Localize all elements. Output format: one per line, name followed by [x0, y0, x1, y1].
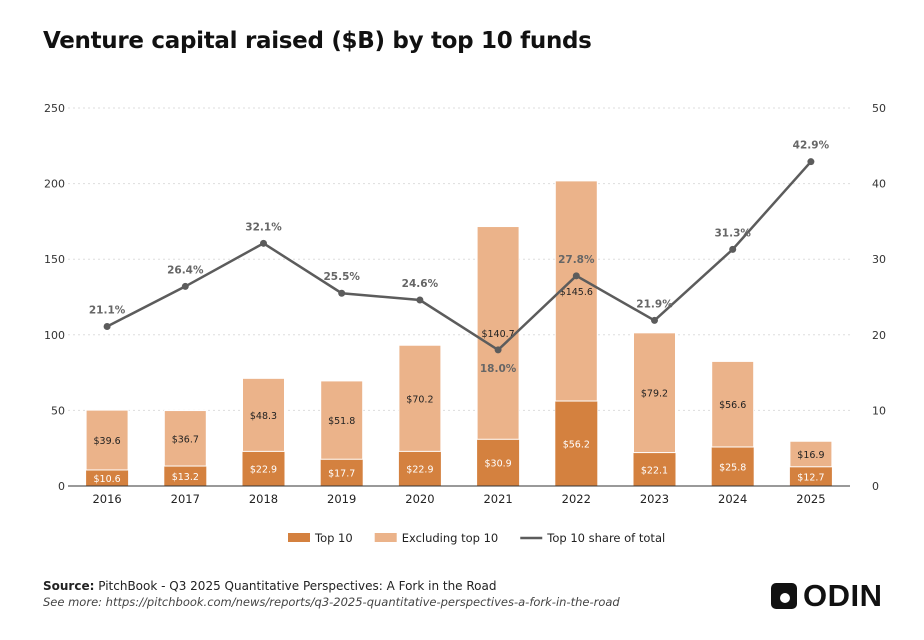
- share-label: 26.4%: [167, 264, 204, 276]
- bar-label-top10: $22.9: [406, 465, 433, 476]
- bar-excluding-top10: [554, 180, 598, 402]
- bar-top10: [477, 439, 520, 486]
- y2-tick-label: 40: [872, 178, 886, 191]
- share-line: [106, 160, 812, 352]
- x-tick-label: 2016: [92, 492, 121, 506]
- y-tick-label: 50: [51, 404, 65, 417]
- bar-label-excluding: $48.3: [250, 411, 277, 422]
- bar-top10: [789, 466, 832, 486]
- bar-label-top10: $22.9: [250, 465, 277, 476]
- y-tick-label: 0: [58, 480, 65, 493]
- x-tick-label: 2019: [327, 492, 356, 506]
- share-label: 18.0%: [480, 363, 517, 375]
- x-tick-label: 2018: [249, 492, 278, 506]
- share-point: [103, 322, 111, 330]
- x-tick-label: 2017: [171, 492, 200, 506]
- share-label: 31.3%: [714, 227, 751, 239]
- bar-top10: [711, 446, 754, 486]
- bar-label-excluding: $56.6: [719, 400, 746, 411]
- x-tick-label: 2022: [562, 492, 591, 506]
- y2-tick-label: 10: [872, 404, 886, 417]
- source-line: Source: PitchBook - Q3 2025 Quantitative…: [43, 579, 496, 593]
- bar-label-top10: $56.2: [563, 440, 590, 451]
- bar-top10: [164, 466, 207, 486]
- source-label: Source:: [43, 579, 95, 593]
- see-more-link[interactable]: See more: https://pitchbook.com/news/rep…: [43, 595, 620, 609]
- share-label: 42.9%: [793, 140, 830, 152]
- share-label: 27.8%: [558, 254, 595, 266]
- odin-logo: ODIN: [771, 578, 883, 614]
- bar-label-top10: $10.6: [93, 474, 120, 485]
- bar-excluding-top10: [476, 226, 520, 440]
- odin-logo-icon: [771, 583, 797, 609]
- bar-top10: [398, 451, 441, 486]
- bar-label-top10: $13.2: [172, 472, 199, 483]
- y-tick-label: 150: [44, 253, 65, 266]
- bar-top10: [555, 401, 598, 486]
- y-tick-label: 200: [44, 178, 65, 191]
- bar-excluding-top10: [242, 377, 285, 452]
- source-text: PitchBook - Q3 2025 Quantitative Perspec…: [98, 579, 497, 593]
- bar-excluding-top10: [711, 360, 755, 448]
- share-point: [572, 272, 580, 280]
- y2-tick-label: 30: [872, 253, 886, 266]
- bar-label-top10: $22.1: [641, 465, 668, 476]
- x-tick-label: 2021: [483, 492, 512, 506]
- share-point: [729, 245, 737, 253]
- bar-label-excluding: $51.8: [328, 416, 355, 427]
- bar-label-excluding: $16.9: [797, 450, 824, 461]
- y-tick-label: 100: [44, 329, 65, 342]
- bar-excluding-top10: [320, 380, 364, 460]
- bar-label-top10: $30.9: [484, 459, 511, 470]
- share-label: 25.5%: [323, 271, 360, 283]
- share-label: 21.1%: [89, 304, 126, 316]
- bar-label-top10: $25.8: [719, 462, 746, 473]
- bar-label-excluding: $36.7: [172, 434, 199, 445]
- share-label: 24.6%: [402, 278, 439, 290]
- bar-label-excluding: $39.6: [93, 436, 120, 447]
- bar-excluding-top10: [163, 410, 207, 467]
- share-point: [260, 239, 267, 247]
- bar-label-top10: $17.7: [328, 469, 355, 480]
- share-point: [181, 282, 189, 290]
- bar-label-excluding: $145.6: [560, 287, 593, 298]
- legend-swatch: [374, 533, 397, 542]
- logo-text: ODIN: [803, 578, 883, 613]
- share-point: [494, 346, 502, 354]
- chart-title: Venture capital raised ($B) by top 10 fu…: [43, 28, 592, 54]
- share-point: [807, 158, 815, 166]
- bar-excluding-top10: [789, 440, 833, 468]
- x-tick-label: 2020: [405, 492, 434, 506]
- bar-excluding-top10: [633, 332, 676, 454]
- share-label: 21.9%: [636, 298, 673, 310]
- bar-label-excluding: $140.7: [481, 329, 514, 340]
- y2-tick-label: 50: [872, 102, 886, 115]
- x-tick-label: 2025: [796, 492, 825, 506]
- share-label: 32.1%: [245, 221, 282, 233]
- bar-top10: [242, 451, 285, 486]
- bar-excluding-top10: [85, 409, 129, 471]
- share-point: [651, 316, 658, 324]
- y2-tick-label: 0: [872, 480, 879, 493]
- y2-tick-label: 20: [872, 329, 886, 342]
- bar-label-excluding: $70.2: [406, 394, 433, 405]
- bar-excluding-top10: [398, 344, 442, 452]
- legend-swatch: [288, 533, 310, 542]
- x-tick-label: 2024: [718, 492, 747, 506]
- bar-top10: [86, 469, 129, 486]
- y-tick-label: 250: [44, 102, 65, 115]
- bar-label-excluding: $79.2: [641, 389, 668, 400]
- bar-top10: [320, 459, 363, 486]
- legend-label: Top 10 share of total: [546, 531, 665, 545]
- share-point: [338, 289, 346, 297]
- bar-top10: [633, 452, 676, 486]
- legend-label: Top 10: [314, 531, 353, 545]
- x-tick-label: 2023: [640, 492, 669, 506]
- share-point: [416, 296, 424, 304]
- bar-label-top10: $12.7: [797, 472, 824, 483]
- legend-label: Excluding top 10: [402, 531, 499, 545]
